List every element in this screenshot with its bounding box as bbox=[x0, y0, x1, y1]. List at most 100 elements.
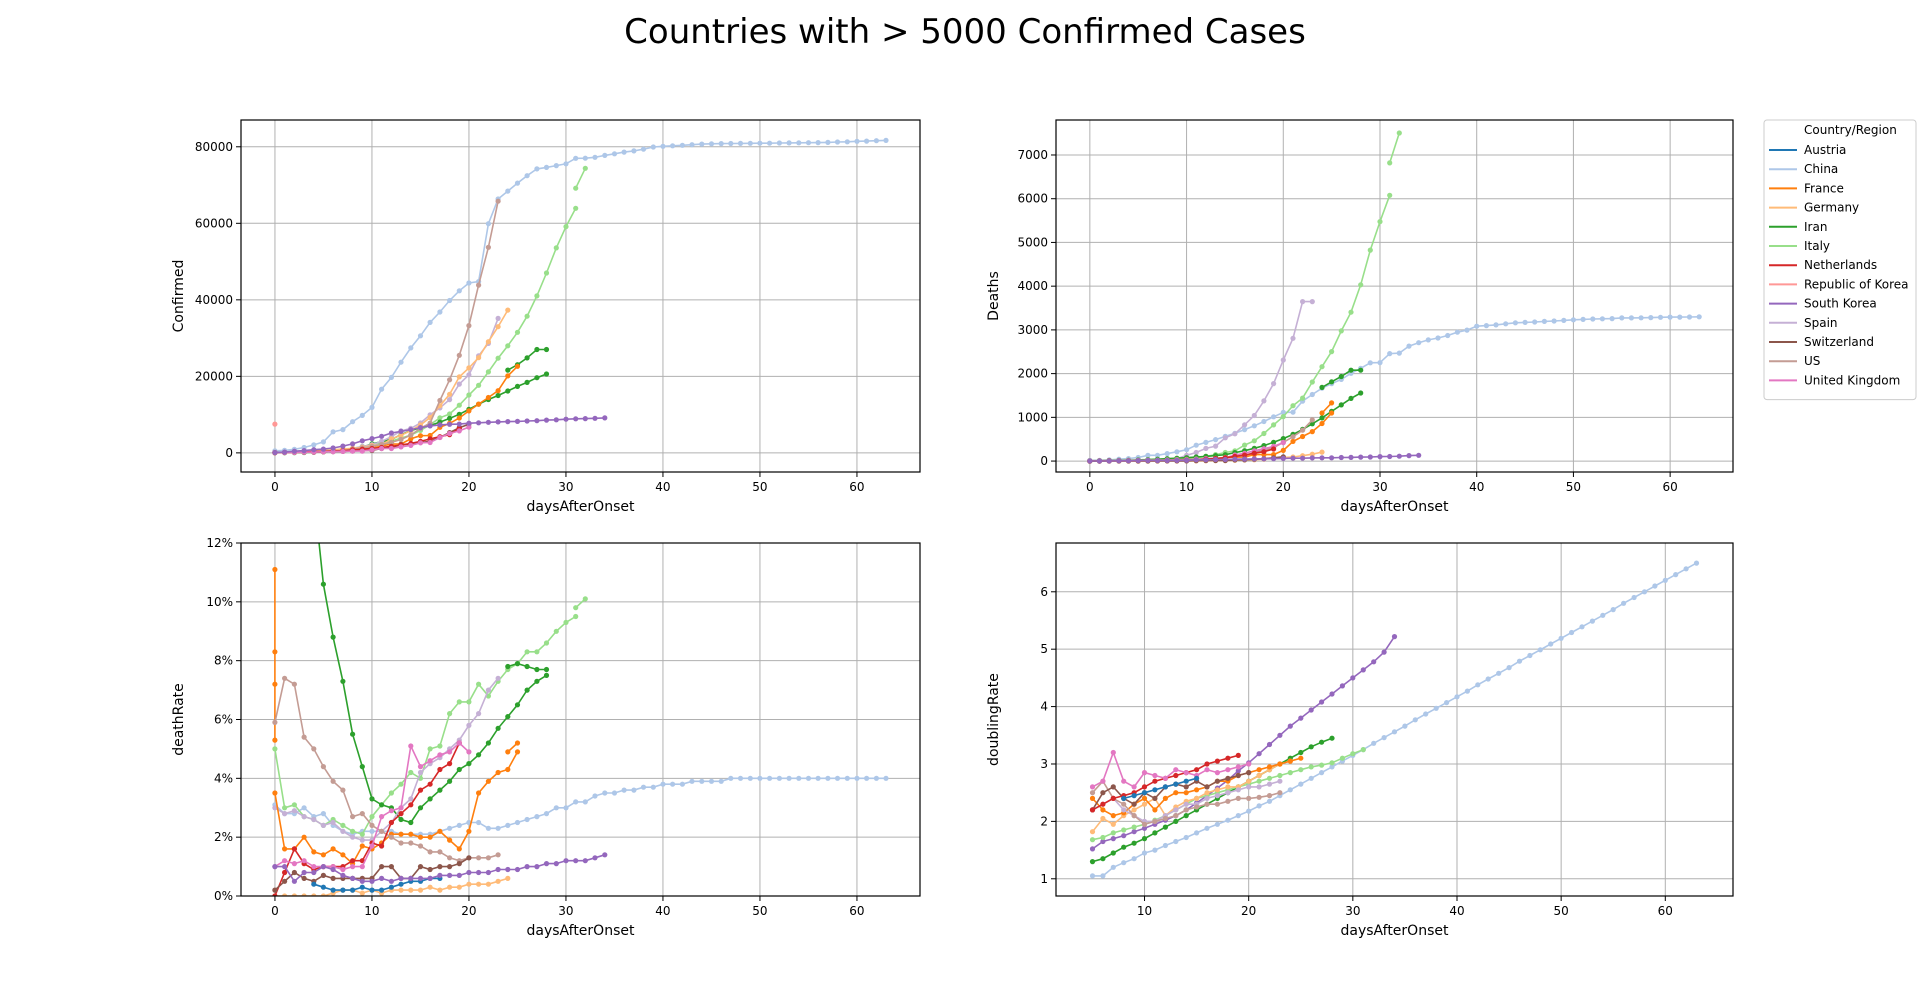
data-point bbox=[340, 822, 346, 829]
data-point bbox=[1152, 818, 1158, 825]
data-point bbox=[1319, 449, 1325, 455]
data-point bbox=[1214, 778, 1220, 784]
data-point bbox=[1329, 455, 1335, 461]
data-point bbox=[417, 440, 424, 446]
data-point bbox=[466, 855, 472, 861]
data-point bbox=[398, 840, 404, 846]
data-point bbox=[1338, 402, 1344, 408]
data-point bbox=[1242, 427, 1248, 433]
data-point bbox=[1194, 830, 1200, 836]
data-point bbox=[1454, 329, 1460, 335]
data-point bbox=[1121, 833, 1127, 839]
series-line bbox=[1092, 750, 1249, 788]
y-axis-label: Confirmed bbox=[171, 260, 187, 333]
data-point bbox=[1141, 784, 1148, 790]
data-point bbox=[1391, 729, 1398, 735]
data-point bbox=[456, 740, 462, 746]
x-tick-label: 60 bbox=[1658, 904, 1673, 918]
data-point bbox=[563, 858, 569, 864]
y-tick-label: 2% bbox=[214, 830, 233, 844]
data-point bbox=[1387, 192, 1393, 198]
data-point bbox=[1277, 732, 1283, 738]
data-point bbox=[1266, 741, 1273, 748]
data-point bbox=[485, 687, 491, 693]
data-point bbox=[456, 288, 462, 294]
data-point bbox=[1162, 815, 1168, 822]
data-point bbox=[543, 666, 550, 673]
data-point bbox=[398, 816, 404, 823]
data-point bbox=[1110, 830, 1116, 836]
data-point bbox=[408, 831, 414, 837]
data-point bbox=[505, 343, 511, 349]
data-point bbox=[582, 416, 588, 422]
data-point bbox=[1271, 456, 1277, 462]
data-point bbox=[1628, 315, 1634, 321]
data-point bbox=[1183, 790, 1189, 796]
data-point bbox=[456, 415, 462, 421]
data-point bbox=[1110, 749, 1116, 756]
data-point bbox=[1271, 414, 1277, 420]
data-point bbox=[825, 139, 831, 145]
data-point bbox=[534, 678, 540, 684]
data-point bbox=[1242, 452, 1248, 458]
data-point bbox=[505, 714, 511, 720]
data-point bbox=[1135, 458, 1141, 464]
data-point bbox=[456, 421, 462, 427]
x-tick-label: 10 bbox=[364, 480, 379, 494]
data-point bbox=[1194, 775, 1200, 781]
data-point bbox=[1464, 688, 1470, 694]
data-point bbox=[311, 490, 316, 495]
data-point bbox=[1173, 807, 1179, 813]
data-point bbox=[408, 796, 414, 802]
data-point bbox=[883, 137, 889, 143]
data-point bbox=[1416, 452, 1422, 458]
series-line bbox=[1388, 132, 1401, 164]
data-point bbox=[408, 427, 414, 433]
y-tick-label: 80000 bbox=[195, 140, 233, 154]
data-point bbox=[320, 872, 326, 879]
x-tick-label: 40 bbox=[655, 480, 670, 494]
data-point bbox=[602, 415, 608, 421]
y-tick-label: 5000 bbox=[1017, 235, 1048, 249]
data-point bbox=[1214, 801, 1220, 807]
data-point bbox=[1100, 838, 1106, 845]
data-point bbox=[1631, 594, 1637, 601]
data-point bbox=[388, 445, 394, 452]
data-point bbox=[1435, 335, 1441, 341]
data-point bbox=[1204, 761, 1210, 767]
data-point bbox=[1693, 560, 1700, 566]
x-tick-label: 20 bbox=[461, 904, 476, 918]
data-point bbox=[1329, 764, 1335, 770]
data-point bbox=[340, 852, 346, 858]
data-point bbox=[1280, 455, 1286, 461]
data-point bbox=[592, 855, 598, 861]
data-point bbox=[1266, 781, 1273, 787]
y-tick-label: 20000 bbox=[195, 369, 233, 383]
data-point bbox=[1667, 314, 1673, 320]
data-point bbox=[330, 846, 336, 852]
data-point bbox=[1256, 794, 1262, 800]
data-point bbox=[495, 315, 501, 321]
data-point bbox=[1121, 807, 1127, 813]
data-point bbox=[505, 822, 511, 829]
data-point bbox=[1338, 373, 1344, 380]
data-point bbox=[1290, 403, 1296, 409]
data-point bbox=[1145, 457, 1151, 464]
data-point bbox=[1475, 682, 1481, 688]
data-point bbox=[408, 875, 414, 882]
series-line bbox=[274, 751, 519, 865]
data-point bbox=[718, 778, 724, 784]
data-point bbox=[447, 864, 453, 870]
axes-frame bbox=[240, 542, 921, 897]
data-point bbox=[834, 139, 841, 145]
data-point bbox=[1433, 705, 1439, 711]
data-point bbox=[1271, 381, 1277, 387]
data-point bbox=[1235, 813, 1241, 819]
data-point bbox=[1686, 314, 1693, 320]
data-point bbox=[1590, 316, 1596, 322]
data-point bbox=[1371, 659, 1377, 665]
data-point bbox=[1162, 795, 1168, 802]
data-point bbox=[1162, 775, 1168, 781]
data-point bbox=[437, 766, 443, 773]
data-point bbox=[476, 869, 482, 876]
